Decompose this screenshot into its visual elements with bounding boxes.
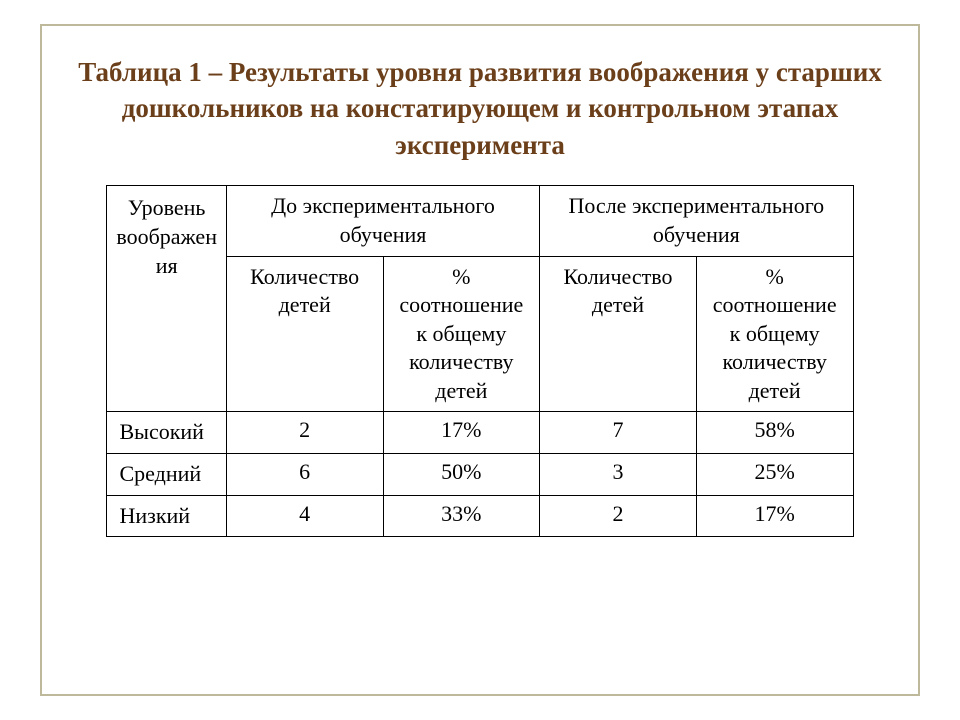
col-subheader-before-count: Количество детей: [226, 256, 383, 412]
cell-before-count: 2: [226, 412, 383, 454]
col-header-after: После экспериментального обучения: [540, 186, 853, 256]
cell-after-count: 7: [540, 412, 697, 454]
col-header-before: До экспериментального обучения: [226, 186, 539, 256]
table-header-row-1: Уровень воображен ия До экспериментально…: [107, 186, 853, 256]
results-table: Уровень воображен ия До экспериментально…: [106, 185, 853, 537]
cell-before-count: 6: [226, 454, 383, 496]
row-label: Высокий: [107, 412, 226, 454]
table-row: Низкий 4 33% 2 17%: [107, 495, 853, 537]
row-label: Средний: [107, 454, 226, 496]
slide-frame: Таблица 1 – Результаты уровня развития в…: [40, 24, 920, 696]
cell-after-count: 2: [540, 495, 697, 537]
table-title: Таблица 1 – Результаты уровня развития в…: [74, 54, 886, 163]
cell-before-pct: 50%: [383, 454, 540, 496]
cell-after-pct: 58%: [696, 412, 853, 454]
table-row: Средний 6 50% 3 25%: [107, 454, 853, 496]
cell-after-pct: 17%: [696, 495, 853, 537]
col-header-level: Уровень воображен ия: [107, 186, 226, 412]
col-subheader-after-count: Количество детей: [540, 256, 697, 412]
row-label: Низкий: [107, 495, 226, 537]
cell-after-pct: 25%: [696, 454, 853, 496]
cell-before-count: 4: [226, 495, 383, 537]
col-subheader-before-pct: % соотношение к общему количеству детей: [383, 256, 540, 412]
cell-before-pct: 33%: [383, 495, 540, 537]
cell-before-pct: 17%: [383, 412, 540, 454]
cell-after-count: 3: [540, 454, 697, 496]
table-row: Высокий 2 17% 7 58%: [107, 412, 853, 454]
col-subheader-after-pct: % соотношение к общему количеству детей: [696, 256, 853, 412]
